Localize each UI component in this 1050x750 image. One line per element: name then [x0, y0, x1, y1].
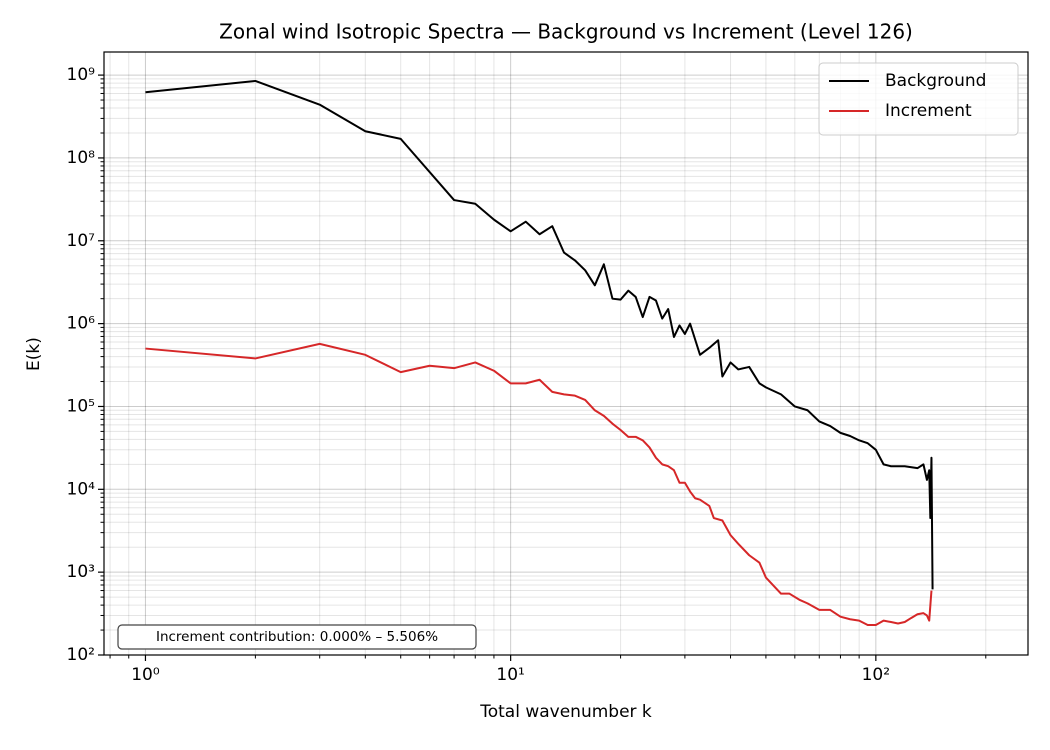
- y-tick-label: 10⁷: [67, 231, 96, 251]
- series-line: [145, 79, 934, 590]
- y-tick-label: 10⁶: [67, 314, 96, 334]
- y-tick-label: 10⁸: [67, 148, 96, 168]
- legend-label: Background: [885, 71, 986, 91]
- ticks: 10⁰ 10¹ 10² 10² 10³ 10⁴ 10⁵ 10⁶ 10⁷ 10⁸ 10⁹: [67, 65, 987, 685]
- x-tick-label: 10²: [862, 665, 890, 685]
- y-tick-label: 10²: [67, 645, 95, 665]
- axes-frame: [103, 51, 1029, 656]
- x-axis-label: Total wavenumber k: [479, 702, 652, 722]
- legend-label: Increment: [885, 101, 972, 121]
- chart-title: Zonal wind Isotropic Spectra — Backgroun…: [219, 20, 913, 44]
- y-tick-label: 10⁴: [67, 479, 96, 499]
- y-tick-label: 10³: [67, 562, 95, 582]
- y-axis-label: E(k): [24, 337, 44, 371]
- annotation: Increment contribution: 0.000% – 5.506%: [156, 629, 438, 645]
- x-tick-label: 10⁰: [131, 665, 160, 685]
- grid: [104, 52, 1028, 656]
- y-tick-label: 10⁵: [67, 396, 95, 416]
- x-tick-label: 10¹: [496, 665, 524, 685]
- y-tick-label: 10⁹: [67, 65, 96, 85]
- annotation-box: [117, 624, 477, 650]
- legend: Background Increment: [818, 62, 1019, 136]
- plot-area: [145, 79, 934, 627]
- series-line: [145, 342, 933, 627]
